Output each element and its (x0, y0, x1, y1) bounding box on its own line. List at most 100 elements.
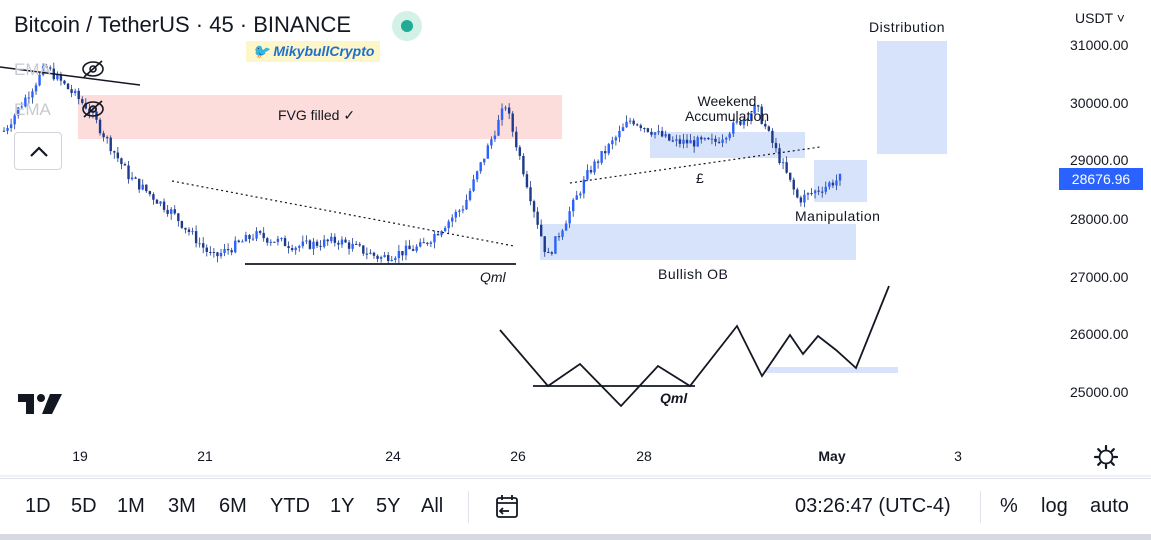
candle-body (700, 137, 703, 140)
x-tick: May (818, 448, 846, 464)
candle-body (732, 122, 735, 134)
chevron-up-icon (30, 146, 48, 157)
candle-body (653, 132, 657, 135)
candle-body (105, 137, 109, 139)
candle-body (735, 121, 739, 123)
gear-icon[interactable] (1093, 444, 1119, 470)
range-6m-button[interactable]: 6M (219, 495, 247, 517)
candle-body (703, 137, 707, 140)
market-status-icon (392, 11, 422, 41)
clock-timezone[interactable]: 03:26:47 (UTC-4) (795, 495, 951, 517)
range-5y-button[interactable]: 5Y (376, 495, 401, 517)
collapse-indicators-button[interactable] (14, 132, 62, 170)
candle-body (543, 236, 546, 253)
fvg-zone (78, 95, 562, 139)
range-5d-button[interactable]: 5D (71, 495, 97, 517)
candle-body (774, 142, 778, 149)
percent-scale-toggle[interactable]: % (1000, 495, 1018, 517)
price-chart[interactable] (0, 0, 1151, 478)
candle-body (810, 193, 813, 195)
calendar-compare-icon[interactable] (494, 493, 522, 521)
weekend-accumulation-zone (650, 132, 805, 158)
candle-body (49, 67, 52, 69)
candle-body (223, 248, 226, 253)
range-ytd-button[interactable]: YTD (270, 495, 310, 517)
log-scale-toggle[interactable]: log (1041, 495, 1068, 517)
candle-body (81, 99, 84, 103)
candle-body (447, 221, 450, 229)
candle-body (596, 161, 600, 163)
candle-body (717, 141, 721, 143)
candle-body (756, 105, 760, 107)
candle-body (671, 140, 674, 142)
candle-body (692, 140, 696, 147)
indicator-ema-1[interactable]: EMA (14, 60, 51, 79)
auto-scale-toggle[interactable]: auto (1090, 495, 1129, 517)
candle-body (226, 248, 230, 251)
range-1m-button[interactable]: 1M (117, 495, 145, 517)
candle-body (582, 179, 586, 194)
candle-body (593, 161, 596, 173)
eye-off-icon[interactable] (80, 59, 106, 79)
candle-body (397, 251, 401, 259)
candle-body (344, 239, 347, 243)
range-all-button[interactable]: All (421, 495, 444, 517)
candle-body (209, 251, 212, 253)
candle-body (838, 173, 842, 181)
candle-body (255, 231, 258, 239)
candle-body (682, 139, 685, 144)
candle-body (618, 130, 621, 138)
candle-body (475, 171, 479, 180)
candle-body (678, 139, 682, 144)
candle-body (180, 221, 184, 228)
candle-body (248, 234, 251, 239)
candle-body (127, 165, 130, 180)
candle-body (113, 151, 116, 153)
candle-body (155, 199, 159, 204)
currency-selector[interactable]: USDT ˅ (1075, 10, 1125, 26)
symbol-title[interactable]: Bitcoin / TetherUS · 45 · BINANCE (14, 12, 352, 37)
candle-body (354, 243, 358, 245)
indicator-ema-2[interactable]: EMA (14, 100, 51, 119)
candle-body (205, 247, 208, 252)
candle-body (216, 252, 219, 257)
candle-body (401, 251, 404, 256)
candle-body (436, 234, 440, 236)
candle-body (657, 130, 660, 133)
candle-body (63, 80, 66, 84)
candle-body (251, 238, 255, 240)
candle-body (347, 242, 351, 249)
candle-body (760, 106, 763, 124)
candle-body (98, 119, 102, 134)
last-price-badge: 28676.96 (1059, 168, 1143, 190)
candle-body (443, 228, 447, 232)
bottom-toolbar: 1D 5D 1M 3M 6M YTD 1Y 5Y All 03:26:47 (U… (0, 478, 1151, 534)
candle-body (486, 145, 490, 159)
candle-body (621, 127, 625, 131)
candle-body (358, 244, 361, 246)
y-tick: 28000.00 (1070, 211, 1129, 227)
candle-body (298, 246, 301, 248)
candle-body (532, 201, 536, 212)
candle-body (646, 128, 650, 132)
range-3m-button[interactable]: 3M (168, 495, 196, 517)
candle-body (493, 135, 497, 140)
candle-body (244, 234, 248, 242)
candle-body (262, 232, 265, 239)
range-1y-button[interactable]: 1Y (330, 495, 355, 517)
candle-body (611, 140, 614, 145)
bullish-ob-label: Bullish OB (658, 266, 729, 282)
y-tick: 29000.00 (1070, 152, 1129, 168)
candle-body (490, 139, 493, 146)
candle-body (724, 137, 728, 140)
eye-off-icon[interactable] (80, 99, 106, 119)
candle-body (365, 253, 369, 255)
range-1d-button[interactable]: 1D (25, 495, 51, 517)
candle-body (404, 245, 408, 256)
candle-body (472, 179, 475, 191)
x-tick: 3 (954, 448, 962, 464)
candle-body (579, 193, 582, 196)
weekend-accumulation-label: Weekend Accumulation (684, 93, 770, 124)
candle-body (351, 243, 354, 249)
candle-body (258, 231, 262, 233)
